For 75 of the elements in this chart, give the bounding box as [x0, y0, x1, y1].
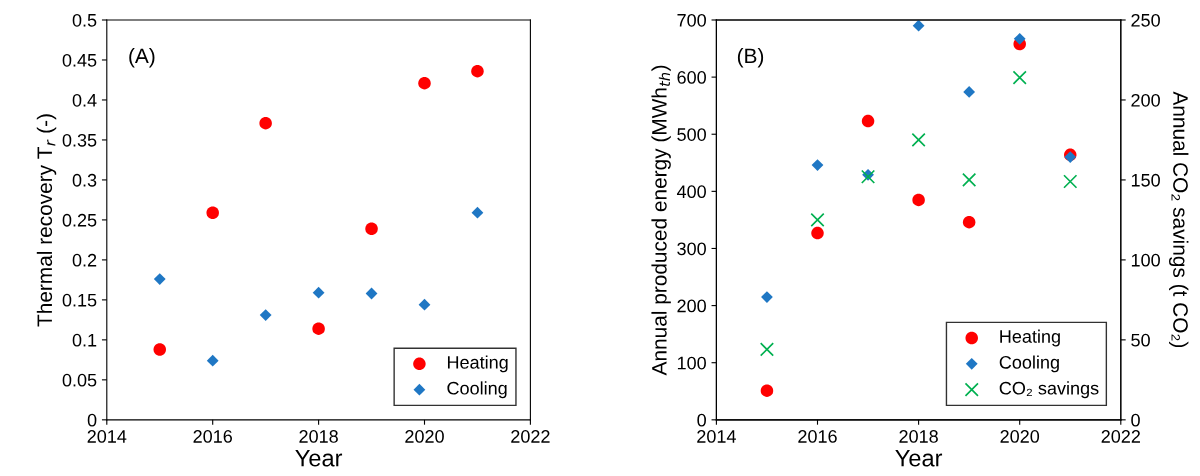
point: [1063, 174, 1078, 189]
legend-label: Heating: [447, 355, 508, 373]
y-axis-title: Thermal recovery T$_{r}$ (-): [36, 114, 57, 327]
y-tick-label: 0.15: [62, 293, 97, 307]
y-tick-label: 0.5: [72, 13, 97, 27]
annotation: (A): [129, 47, 155, 68]
y-tick-label: 400: [676, 185, 706, 199]
y2-tick-label: 200: [1131, 93, 1160, 107]
x-tick-label: 2016: [193, 430, 232, 443]
y-tick-label: 0: [697, 413, 706, 427]
y-tick-label: 0.35: [62, 133, 97, 147]
point: [912, 193, 925, 207]
point: [962, 172, 977, 188]
legend-label: Cooling: [999, 355, 1059, 373]
y-tick-label: 0.05: [62, 373, 97, 387]
y-tick-label: 0.3: [72, 173, 97, 187]
y-tick-label: 0: [87, 413, 97, 427]
point: [760, 384, 774, 397]
y2-axis-title: Annual CO₂ savings (t CO₂): [1169, 91, 1189, 348]
point: [911, 132, 926, 148]
x-tick-label: 2020: [1000, 430, 1040, 443]
x-tick-label: 2018: [899, 430, 938, 443]
x-tick-label: 2018: [299, 430, 338, 443]
point: [811, 159, 824, 171]
y-tick-label: 0.4: [72, 93, 97, 107]
x-axis-title: Year: [295, 450, 343, 467]
y-tick-label: 700: [677, 13, 706, 27]
y2-tick-label: 150: [1131, 173, 1160, 187]
point: [1013, 32, 1026, 45]
y-tick-label: 0.2: [72, 253, 97, 267]
point: [259, 309, 272, 321]
x-tick-label: 2022: [511, 430, 550, 443]
x-tick-label: 2014: [697, 430, 736, 443]
x-tick-label: 2016: [798, 430, 837, 443]
point: [206, 354, 219, 367]
y2-tick-label: 250: [1131, 13, 1160, 27]
x-axis-title: Year: [895, 450, 943, 467]
y2-tick-label: 50: [1131, 333, 1150, 347]
x-tick-label: 2014: [87, 430, 127, 443]
annotation: (B): [737, 47, 764, 68]
y-tick-label: 100: [677, 356, 706, 370]
y-tick-label: 300: [677, 242, 706, 256]
y-tick-label: 500: [677, 128, 706, 141]
legend-label: Heating: [1000, 329, 1060, 347]
y-tick-label: 0.25: [62, 213, 97, 227]
point: [471, 206, 484, 219]
y-tick-label: 200: [677, 299, 706, 313]
point: [471, 64, 484, 78]
point: [312, 322, 325, 335]
point: [206, 206, 219, 219]
legend-label: CO₂ savings: [999, 381, 1099, 399]
y2-tick-label: 0: [1131, 413, 1140, 427]
point: [759, 342, 775, 357]
y-tick-label: 0.45: [62, 53, 97, 67]
point: [153, 273, 166, 285]
point: [963, 86, 976, 98]
point: [259, 116, 272, 130]
y-tick-label: 600: [677, 71, 706, 84]
legend-label: Cooling: [447, 381, 507, 399]
point: [861, 114, 875, 128]
x-tick-label: 2022: [1101, 430, 1140, 443]
y2-tick-label: 100: [1131, 253, 1160, 267]
y-axis-title: Annual produced energy (MWh$_{th}$): [651, 65, 671, 376]
point: [810, 212, 825, 227]
point: [312, 286, 325, 299]
point: [418, 76, 431, 90]
point: [1012, 70, 1027, 85]
point: [153, 343, 166, 356]
point: [962, 215, 976, 229]
point: [811, 226, 824, 240]
point: [418, 298, 431, 311]
point: [912, 19, 925, 32]
point: [365, 222, 378, 235]
x-tick-label: 2020: [405, 430, 444, 443]
y-tick-label: 0.1: [72, 333, 97, 347]
